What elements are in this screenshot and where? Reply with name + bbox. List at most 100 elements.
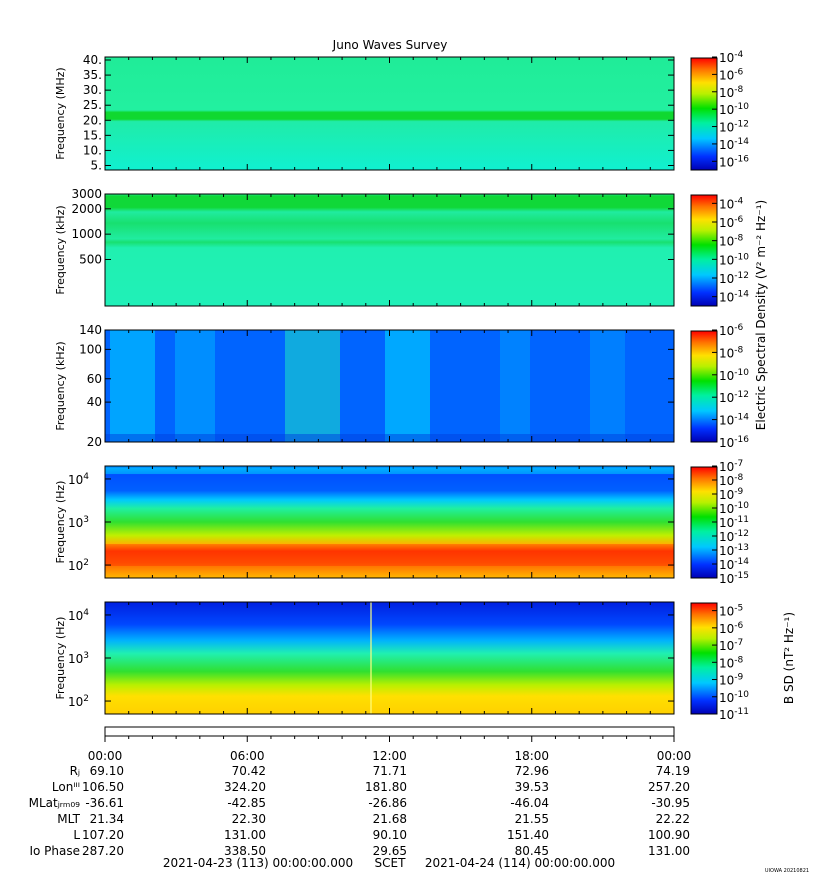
colorbar-tick-label: 10-6 — [719, 621, 744, 636]
bfield-colorbar-label: B SD (nT² Hz⁻¹) — [782, 612, 796, 704]
colorbar-tick-label: 10-12 — [719, 529, 749, 544]
colorbar-tick-label: 10-14 — [719, 137, 749, 152]
ephemeris-value: 69.10 — [90, 764, 124, 778]
ephemeris-value: 22.30 — [232, 812, 266, 826]
efield-colorbar-label: Electric Spectral Density (V² m⁻² Hz⁻¹) — [754, 200, 768, 430]
panel-efield-khz-low: 140 100 60 40 20 Frequency (kHz) 10-6 10-8 10-10… — [54, 323, 749, 450]
spectrogram-image — [105, 194, 674, 306]
ephemeris-value: 29.65 — [373, 844, 407, 858]
colorbar-tick-label: 10-6 — [719, 67, 744, 82]
colorbar-tick-label: 10-16 — [719, 435, 749, 450]
ephemeris-row-label: L — [73, 828, 80, 842]
spectrogram-image — [105, 466, 674, 578]
time-tick-label: 00:00 — [88, 749, 123, 763]
time-tick-label: 18:00 — [514, 749, 549, 763]
y-tick-label: 103 — [68, 651, 89, 666]
colorbar-tick-label: 10-11 — [719, 707, 749, 722]
colorbar-tick-label: 10-8 — [719, 234, 744, 249]
ephemeris-value: 131.00 — [648, 844, 690, 858]
ephemeris-value: -30.95 — [651, 796, 690, 810]
y-tick-label: 1000 — [71, 227, 102, 241]
y-tick-label: 104 — [68, 608, 89, 623]
colorbar-tick-label: 10-10 — [719, 368, 749, 383]
time-axis-bar — [104, 726, 675, 737]
colorbar-tick-label: 10-8 — [719, 85, 744, 100]
y-tick-label: 102 — [68, 558, 89, 573]
ephemeris-value: 74.19 — [656, 764, 690, 778]
ephemeris-value: 39.53 — [515, 780, 549, 794]
colorbar — [690, 194, 718, 307]
y-tick-label: 3000 — [71, 187, 102, 201]
colorbar-tick-label: 10-4 — [719, 196, 744, 211]
ephemeris-value: -26.86 — [368, 796, 407, 810]
colorbar-tick-label: 10-9 — [719, 673, 744, 688]
ephemeris-value: 21.55 — [515, 812, 549, 826]
ephemeris-value: 21.68 — [373, 812, 407, 826]
ephemeris-value: 287.20 — [82, 844, 124, 858]
ephemeris-row-label: Io Phase — [29, 844, 80, 858]
ephemeris-row-label: MLatⱼᵣₘ₀₉ — [29, 796, 81, 810]
colorbar-tick-label: 10-10 — [719, 252, 749, 267]
ephemeris-value: 106.50 — [82, 780, 124, 794]
footer-start-time: 2021-04-23 (113) 00:00:00.000 — [163, 856, 353, 870]
y-tick-label: 5. — [91, 158, 102, 172]
y-tick-label: 40 — [87, 395, 102, 409]
colorbar-tick-label: 10-10 — [719, 102, 749, 117]
ephemeris-row-label: Lonᴵᴵᴵ — [52, 780, 80, 794]
colorbar-tick-label: 10-12 — [719, 120, 749, 135]
ephemeris-value: 21.34 — [90, 812, 124, 826]
emission-feature — [285, 330, 340, 442]
footer-scet-label: SCET — [375, 856, 407, 870]
y-tick-label: 102 — [68, 694, 89, 709]
colorbar-tick-label: 10-14 — [719, 290, 749, 305]
colorbar — [690, 57, 718, 171]
y-axis-label: Frequency (Hz) — [54, 617, 67, 700]
ephemeris-value: 80.45 — [515, 844, 549, 858]
colorbar-tick-label: 10-13 — [719, 543, 749, 558]
ephemeris-value: 257.20 — [648, 780, 690, 794]
y-tick-label: 500 — [79, 252, 102, 266]
colorbar — [690, 602, 718, 715]
y-tick-label: 25. — [83, 98, 102, 112]
ephemeris-value: 151.40 — [507, 828, 549, 842]
colorbar-tick-label: 10-12 — [719, 271, 749, 286]
y-axis-label: Frequency (MHz) — [54, 67, 67, 159]
y-tick-label: 140 — [79, 323, 102, 337]
colorbar-tick-label: 10-10 — [719, 501, 749, 516]
ephemeris-value: 72.96 — [515, 764, 549, 778]
ephemeris-row-label: MLT — [57, 812, 80, 826]
colorbar-tick-label: 10-9 — [719, 487, 744, 502]
time-tick-label: 12:00 — [372, 749, 407, 763]
colorbar-tick-label: 10-7 — [719, 638, 743, 653]
ephemeris-value: -42.85 — [227, 796, 266, 810]
figure-title: Juno Waves Survey — [332, 38, 448, 52]
colorbar-tick-label: 10-14 — [719, 413, 749, 428]
y-tick-label: 100 — [79, 342, 102, 356]
colorbar-tick-label: 10-15 — [719, 571, 749, 586]
ephemeris-value: 131.00 — [224, 828, 266, 842]
y-tick-label: 40. — [83, 53, 102, 67]
emission-feature — [175, 330, 215, 442]
y-tick-label: 20. — [83, 113, 102, 127]
colorbar-tick-label: 10-8 — [719, 655, 744, 670]
processing-stamp: UIOWA 20210821 — [765, 868, 809, 874]
colorbar-tick-label: 10-4 — [719, 50, 744, 65]
y-tick-label: 103 — [68, 515, 89, 530]
ephemeris-value: 71.71 — [373, 764, 407, 778]
ephemeris-row-label: Rⱼ — [70, 764, 80, 778]
ephemeris-value: -46.04 — [510, 796, 549, 810]
spectrogram-image — [105, 57, 674, 170]
colorbar-tick-label: 10-8 — [719, 473, 744, 488]
time-axis: 00:00 06:00 12:00 18:00 00:00 — [88, 736, 691, 763]
emission-feature — [385, 330, 430, 442]
emission-feature — [500, 330, 530, 442]
emission-feature — [110, 330, 155, 442]
ephemeris-value: -36.61 — [85, 796, 124, 810]
colorbar-tick-label: 10-6 — [719, 215, 744, 230]
colorbar-tick-label: 10-10 — [719, 690, 749, 705]
colorbar-tick-label: 10-16 — [719, 154, 749, 169]
